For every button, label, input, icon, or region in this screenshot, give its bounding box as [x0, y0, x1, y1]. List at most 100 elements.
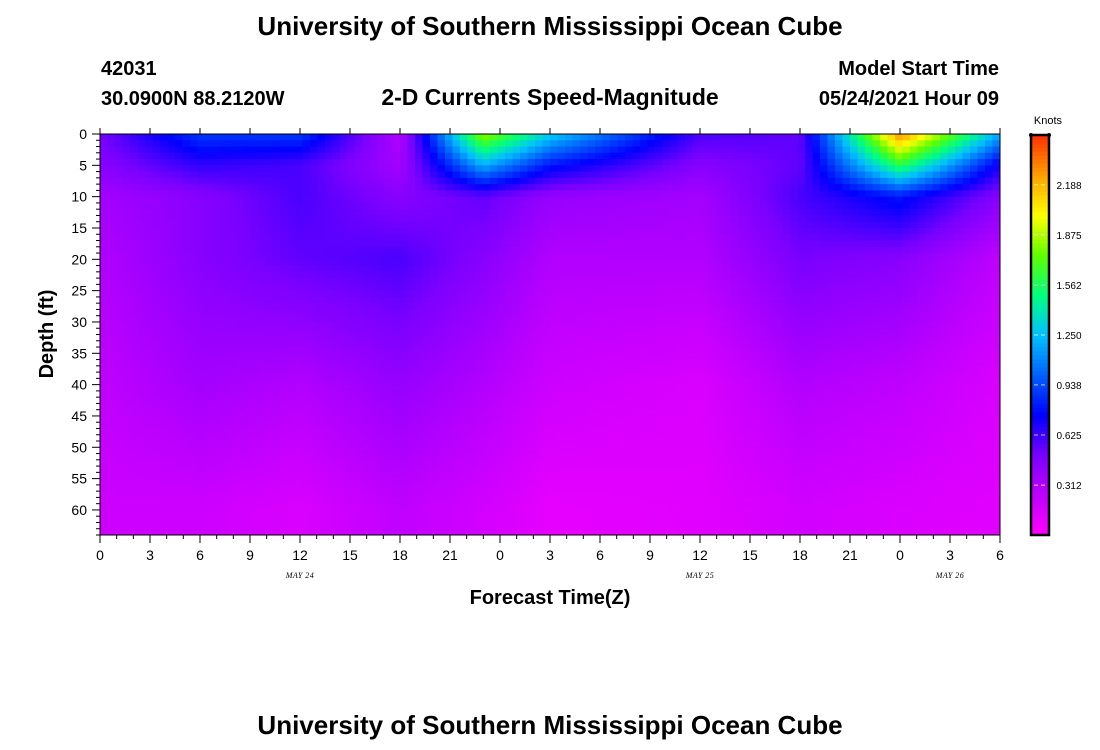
heatmap-cell	[227, 359, 236, 367]
heatmap-cell	[647, 146, 656, 154]
heatmap-cell	[437, 234, 446, 242]
heatmap-cell	[227, 152, 236, 160]
heatmap-cell	[977, 246, 986, 254]
heatmap-cell	[512, 334, 521, 342]
heatmap-cell	[835, 315, 844, 323]
heatmap-cell	[617, 334, 626, 342]
heatmap-cell	[925, 253, 934, 260]
heatmap-cell	[827, 196, 836, 204]
heatmap-cell	[115, 365, 124, 373]
heatmap-cell	[317, 265, 326, 273]
heatmap-cell	[940, 296, 949, 304]
heatmap-cell	[197, 353, 206, 361]
heatmap-cell	[280, 259, 289, 267]
heatmap-cell	[557, 309, 566, 317]
heatmap-cell	[317, 165, 326, 173]
heatmap-cell	[850, 184, 859, 191]
heatmap-cell	[497, 246, 506, 254]
heatmap-cell	[257, 284, 266, 292]
heatmap-cell	[730, 134, 739, 141]
heatmap-cell	[287, 215, 296, 223]
heatmap-cell	[452, 190, 461, 198]
heatmap-cell	[925, 315, 934, 323]
heatmap-cell	[220, 259, 229, 267]
heatmap-cell	[182, 303, 191, 311]
heatmap-cell	[490, 290, 499, 298]
heatmap-cell	[542, 278, 551, 285]
heatmap-cell	[985, 309, 994, 317]
heatmap-cell	[835, 221, 844, 229]
heatmap-cell	[775, 253, 784, 260]
heatmap-cell	[602, 340, 611, 348]
heatmap-cell	[865, 152, 874, 160]
heatmap-cell	[460, 328, 469, 336]
heatmap-cell	[392, 353, 401, 361]
heatmap-cell	[227, 184, 236, 191]
heatmap-cell	[910, 190, 919, 198]
heatmap-cell	[257, 378, 266, 386]
heatmap-cell	[835, 271, 844, 279]
heatmap-cell	[587, 159, 596, 166]
heatmap-cell	[452, 321, 461, 329]
heatmap-cell	[992, 146, 1000, 154]
heatmap-cell	[752, 140, 761, 148]
heatmap-cell	[625, 234, 634, 242]
heatmap-cell	[212, 278, 221, 285]
heatmap-cell	[857, 321, 866, 329]
heatmap-cell	[812, 321, 821, 329]
heatmap-cell	[100, 290, 109, 298]
heatmap-cell	[302, 372, 311, 379]
heatmap-cell	[677, 140, 686, 148]
heatmap-cell	[310, 271, 319, 279]
heatmap-cell	[122, 259, 131, 267]
heatmap-cell	[392, 265, 401, 273]
heatmap-cell	[550, 190, 559, 198]
heatmap-cell	[580, 190, 589, 198]
heatmap-cell	[400, 340, 409, 348]
heatmap-cell	[962, 146, 971, 154]
heatmap-cell	[175, 328, 184, 336]
heatmap-cell	[932, 328, 941, 336]
heatmap-cell	[820, 221, 829, 229]
heatmap-cell	[947, 184, 956, 191]
heatmap-cell	[415, 303, 424, 311]
heatmap-cell	[670, 303, 679, 311]
heatmap-cell	[992, 296, 1000, 304]
heatmap-cell	[130, 321, 139, 329]
heatmap-cell	[370, 303, 379, 311]
heatmap-cell	[415, 196, 424, 204]
heatmap-cell	[445, 284, 454, 292]
heatmap-cell	[542, 240, 551, 248]
heatmap-cell	[527, 278, 536, 285]
heatmap-cell	[910, 171, 919, 179]
heatmap-cell	[175, 202, 184, 210]
heatmap-cell	[797, 134, 806, 141]
heatmap-cell	[805, 134, 814, 141]
heatmap-cell	[790, 152, 799, 160]
heatmap-cell	[325, 234, 334, 242]
heatmap-cell	[152, 365, 161, 373]
heatmap-cell	[722, 290, 731, 298]
heatmap-cell	[250, 209, 259, 217]
heatmap-cell	[775, 209, 784, 217]
heatmap-cell	[490, 340, 499, 348]
heatmap-cell	[722, 159, 731, 166]
heatmap-cell	[160, 278, 169, 285]
heatmap-cell	[767, 359, 776, 367]
heatmap-cell	[212, 303, 221, 311]
heatmap-cell	[932, 140, 941, 148]
heatmap-cell	[557, 202, 566, 210]
heatmap-cell	[437, 296, 446, 304]
heatmap-cell	[137, 353, 146, 361]
heatmap-cell	[782, 146, 791, 154]
heatmap-cell	[310, 328, 319, 336]
heatmap-cell	[647, 246, 656, 254]
heatmap-cell	[902, 347, 911, 354]
heatmap-cell	[550, 384, 559, 392]
heatmap-cell	[962, 159, 971, 166]
heatmap-cell	[767, 296, 776, 304]
heatmap-cell	[947, 303, 956, 311]
heatmap-cell	[197, 190, 206, 198]
heatmap-cell	[685, 303, 694, 311]
heatmap-cell	[227, 215, 236, 223]
